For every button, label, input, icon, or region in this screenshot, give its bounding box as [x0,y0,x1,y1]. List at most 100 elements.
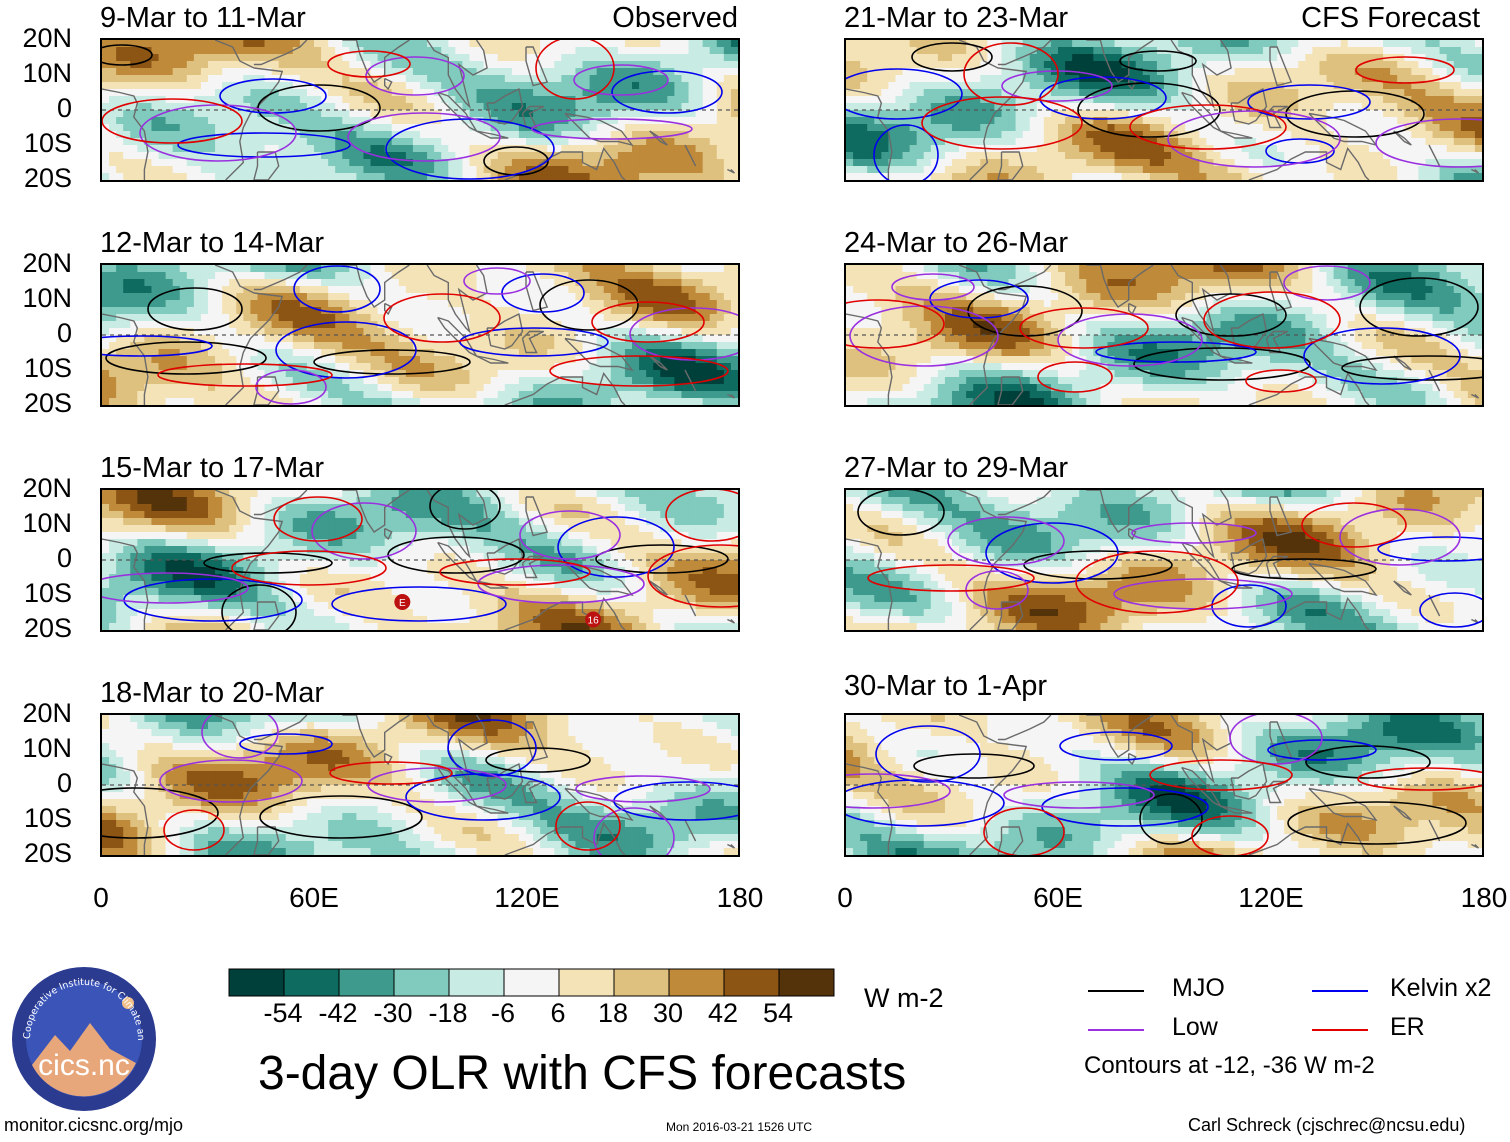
olr-cell [109,546,117,554]
olr-cell [490,574,499,582]
olr-cell [158,307,167,315]
olr-cell [102,131,110,139]
olr-cell [540,560,548,568]
olr-cell [476,370,485,378]
olr-cell [342,131,350,139]
olr-cell [582,553,591,561]
olr-cell [547,307,555,315]
olr-cell [462,384,471,392]
olr-cell [568,497,577,505]
olr-cell [504,138,513,146]
olr-cell [547,328,555,336]
olr-cell [349,54,357,62]
olr-cell [179,574,188,582]
olr-cell [639,511,647,519]
olr-cell [271,363,280,371]
olr-cell [427,363,435,371]
olr-cell [589,398,598,405]
olr-cell [398,356,407,364]
olr-cell [158,518,167,526]
olr-cell [412,553,421,561]
olr-cell [624,490,633,498]
olr-cell [250,82,259,90]
olr-cell [342,377,350,385]
olr-cell [695,300,704,308]
olr-cell [335,265,343,273]
olr-cell [151,152,160,160]
olr-cell [716,391,725,399]
olr-cell [377,567,386,575]
olr-cell [356,173,365,180]
olr-cell [653,61,661,69]
olr-cell [186,47,195,55]
olr-cell [398,553,407,561]
olr-cell [208,300,216,308]
olr-cell [398,61,407,69]
olr-cell [667,391,675,399]
olr-cell [264,553,273,561]
olr-cell [229,384,237,392]
olr-cell [448,75,456,83]
olr-cell [335,546,343,554]
olr-cell [547,497,555,505]
olr-cell [151,314,160,322]
olr-cell [335,553,343,561]
olr-cell [186,560,195,568]
olr-cell [617,321,626,329]
olr-cell [589,173,598,180]
olr-cell [137,560,145,568]
olr-cell [653,532,661,540]
olr-cell [434,68,442,76]
olr-cell [236,124,244,132]
olr-cell [109,96,117,104]
olr-cell [363,40,372,48]
olr-cell [420,131,428,139]
olr-cell [257,54,266,62]
olr-cell [490,159,499,167]
olr-cell [420,314,428,322]
olr-cell [299,110,308,118]
olr-cell [455,145,463,153]
olr-cell [434,145,442,153]
olr-cell [264,68,273,76]
olr-cell [356,103,365,111]
olr-cell [116,511,124,519]
coastline [727,393,735,399]
olr-cell [384,300,393,308]
olr-cell [589,272,598,280]
olr-cell [144,525,153,533]
olr-cell [165,138,174,146]
olr-cell [568,574,577,582]
olr-cell [229,314,237,322]
olr-cell [448,293,456,301]
olr-cell [278,265,287,273]
olr-cell [695,103,704,111]
olr-cell [356,356,365,364]
olr-cell [158,356,167,364]
olr-cell [462,300,471,308]
olr-cell [102,145,110,153]
olr-cell [540,497,548,505]
olr-cell [215,166,223,174]
olr-cell [533,532,541,540]
olr-cell [448,356,456,364]
olr-cell [667,89,675,97]
olr-cell [490,61,499,69]
olr-cell [384,398,393,405]
olr-cell [667,581,675,589]
olr-cell [639,497,647,505]
olr-cell [335,293,343,301]
olr-cell [193,384,202,392]
olr-cell [617,68,626,76]
olr-cell [208,159,216,167]
olr-cell [229,279,237,287]
olr-cell [723,363,732,371]
olr-cell [688,82,697,90]
olr-cell [391,391,400,399]
olr-cell [568,581,577,589]
olr-cell [370,504,379,512]
olr-cell [299,553,308,561]
olr-cell [596,300,605,308]
olr-cell [596,377,605,385]
olr-cell [250,68,259,76]
